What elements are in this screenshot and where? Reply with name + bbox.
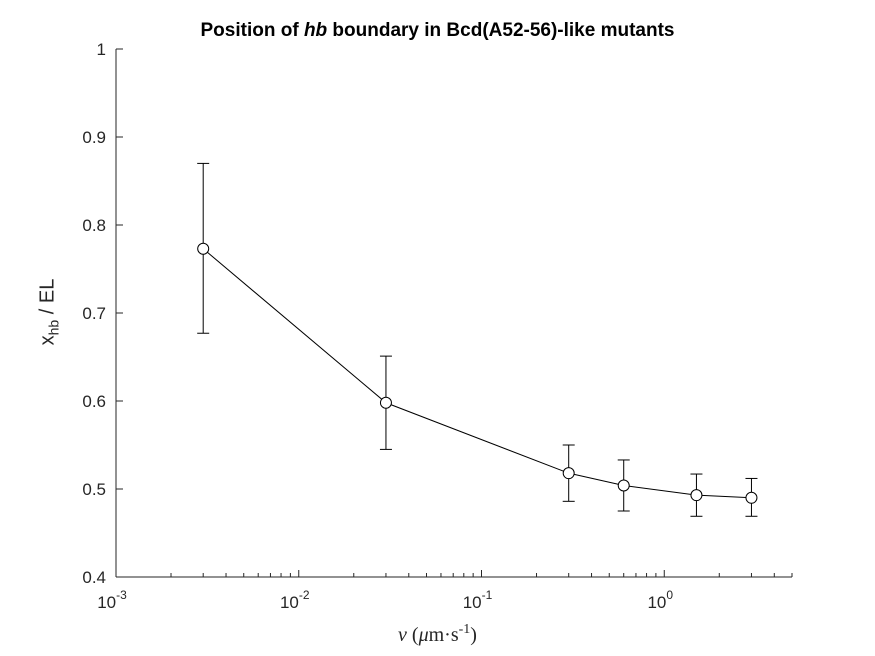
- x-tick-label: 10-3: [97, 588, 127, 612]
- x-axis-ticks: 10-3 10-2 10-1 100: [97, 570, 793, 612]
- y-axis-label: xhb / EL: [36, 278, 62, 346]
- x-tick-label: 10-1: [463, 588, 493, 612]
- data-point: [197, 162, 210, 334]
- data-marker: [690, 489, 703, 502]
- y-tick-label: 0.5: [82, 480, 106, 499]
- data-marker: [197, 242, 210, 255]
- series-line: [202, 248, 752, 499]
- y-tick-label: 0.6: [82, 392, 106, 411]
- data-marker: [562, 467, 575, 480]
- chart-title: Position of hb boundary in Bcd(A52-56)-l…: [0, 20, 875, 42]
- y-tick-label: 0.8: [82, 216, 106, 235]
- y-tick-label: 0.9: [82, 128, 106, 147]
- x-label-symbol: ν: [398, 624, 407, 646]
- x-tick-label: 100: [647, 588, 673, 612]
- title-prefix: Position of: [200, 20, 304, 41]
- y-axis-ticks: 0.4 0.5 0.6 0.7 0.8 0.9 1: [82, 40, 123, 587]
- x-label-mu: μ: [418, 624, 429, 646]
- data-point: [562, 444, 575, 502]
- x-label-unit: m·s: [428, 624, 459, 646]
- data-point: [617, 459, 630, 512]
- x-label-open: (: [406, 624, 419, 646]
- title-gene-italic: hb: [303, 20, 328, 41]
- data-marker: [745, 491, 758, 504]
- y-label-symbol: x: [36, 335, 59, 346]
- data-point: [690, 473, 703, 517]
- axes-frame: [115, 49, 792, 578]
- y-label-subscript: hb: [45, 319, 62, 336]
- x-tick-label: 10-2: [280, 588, 310, 612]
- data-marker: [379, 396, 392, 409]
- y-tick-label: 1: [97, 40, 106, 59]
- x-axis-label: ν (μm·s-1): [0, 622, 875, 647]
- x-label-close: ): [470, 624, 477, 646]
- x-label-exponent: -1: [458, 622, 471, 637]
- y-tick-label: 0.7: [82, 304, 106, 323]
- data-point: [379, 355, 392, 450]
- data-marker: [617, 479, 630, 492]
- data-point: [745, 477, 758, 517]
- y-tick-label: 0.4: [82, 568, 106, 587]
- title-suffix: boundary in Bcd(A52-56)-like mutants: [327, 20, 675, 41]
- data-series: [197, 162, 758, 517]
- y-label-rest: / EL: [36, 278, 59, 320]
